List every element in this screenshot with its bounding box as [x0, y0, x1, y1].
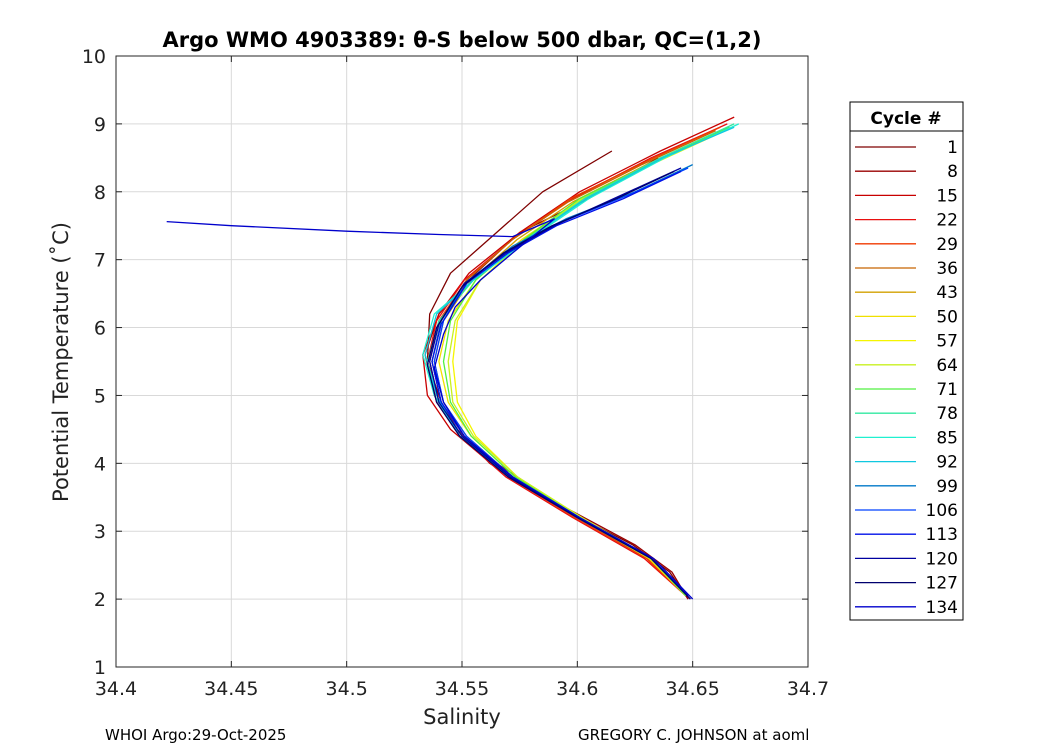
- y-tick-label: 9: [94, 114, 106, 136]
- y-tick-label: 5: [94, 385, 106, 407]
- y-axis-ticks: 1 2 3 4 5 6 7 8 9 10: [82, 46, 808, 679]
- x-tick-label: 34.5: [326, 678, 368, 700]
- legend-label: 71: [936, 380, 958, 400]
- legend-label: 22: [936, 211, 958, 231]
- legend-label: 15: [936, 186, 958, 206]
- legend-label: 106: [926, 501, 958, 521]
- y-tick-label: 7: [94, 250, 106, 272]
- x-tick-label: 34.7: [787, 678, 829, 700]
- legend-label: 57: [936, 332, 958, 352]
- legend: Cycle # 18152229364350576471788592991061…: [849, 101, 964, 621]
- legend-label: 36: [936, 259, 958, 279]
- legend-label: 85: [936, 428, 958, 448]
- x-axis-label: Salinity: [423, 705, 501, 729]
- series-layer: [166, 116, 740, 600]
- legend-label: 127: [926, 574, 958, 594]
- x-tick-label: 34.45: [204, 678, 258, 700]
- y-tick-label: 1: [94, 657, 106, 679]
- legend-label: 64: [936, 356, 958, 376]
- y-axis-label: Potential Temperature (˚C): [49, 222, 73, 502]
- legend-label: 113: [926, 525, 958, 545]
- x-axis-ticks: 34.4 34.45 34.5 34.55 34.6 34.65 34.7: [95, 56, 829, 700]
- legend-label: 8: [947, 162, 958, 182]
- x-tick-label: 34.65: [665, 678, 719, 700]
- legend-label: 120: [926, 549, 958, 569]
- y-tick-label: 8: [94, 182, 106, 204]
- legend-label: 78: [936, 404, 958, 424]
- legend-label: 43: [936, 283, 958, 303]
- chart-title: Argo WMO 4903389: θ-S below 500 dbar, QC…: [163, 28, 762, 52]
- legend-label: 92: [936, 453, 958, 473]
- x-tick-label: 34.55: [435, 678, 489, 700]
- series-line-cycle-134: [166, 218, 694, 600]
- legend-label: 29: [936, 235, 958, 255]
- y-tick-label: 10: [82, 46, 106, 68]
- series-line-cycle-64: [447, 126, 730, 597]
- legend-label: 1: [947, 138, 958, 158]
- x-tick-label: 34.4: [95, 678, 137, 700]
- series-line-cycle-127: [426, 170, 691, 600]
- y-tick-label: 2: [94, 589, 106, 611]
- footer-right: GREGORY C. JOHNSON at aoml: [578, 726, 809, 744]
- legend-label: 99: [936, 477, 958, 497]
- legend-items: 1 8 15 22 29 36 43 50 57 64 71 78 85 92 99 106 113 120 127…: [855, 138, 958, 618]
- footer-left: WHOI Argo:29-Oct-2025: [105, 726, 286, 744]
- x-tick-label: 34.6: [556, 678, 598, 700]
- legend-label: 50: [936, 307, 958, 327]
- y-tick-label: 3: [94, 521, 106, 543]
- legend-title: Cycle #: [870, 109, 941, 129]
- legend-label: 134: [926, 598, 958, 618]
- y-tick-label: 4: [94, 453, 106, 475]
- y-tick-label: 6: [94, 318, 106, 340]
